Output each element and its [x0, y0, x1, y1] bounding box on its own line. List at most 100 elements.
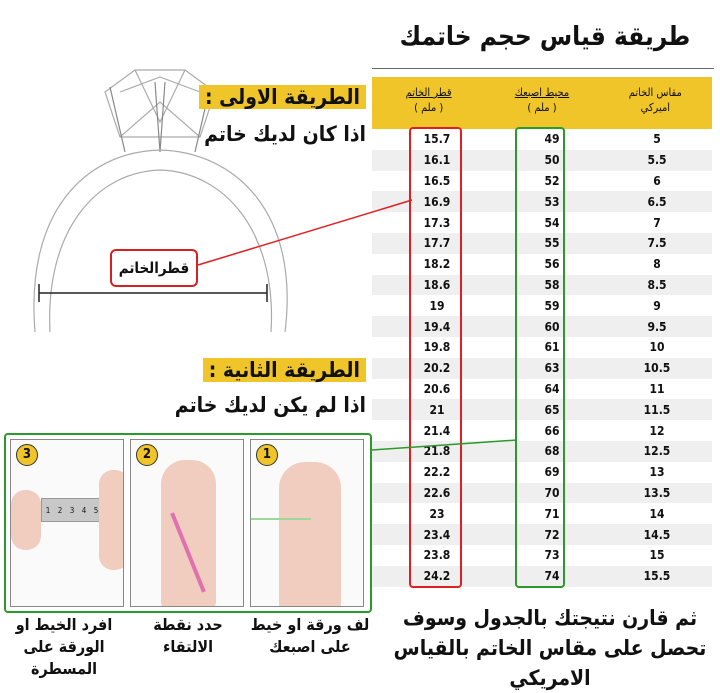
thread-icon — [251, 518, 311, 520]
circumference-highlight — [515, 127, 565, 588]
header-unit: اميركي — [640, 101, 671, 114]
us-size-cell: 6.5 — [647, 194, 667, 209]
table-row: 23 71 14 — [372, 503, 712, 525]
us-size-cell: 13 — [649, 465, 665, 480]
diameter-cell: 17.3 — [423, 215, 451, 230]
circumference-cell: 65 — [544, 402, 560, 417]
hand-icon — [99, 470, 123, 570]
hand-icon — [161, 460, 216, 606]
circumference-cell: 68 — [544, 444, 560, 459]
circumference-cell: 52 — [544, 173, 560, 188]
ruler-tick: 2 — [57, 505, 63, 515]
ruler-tick: 3 — [69, 505, 75, 515]
us-size-cell: 10 — [649, 340, 665, 355]
us-size-cell: 12.5 — [643, 444, 671, 459]
diameter-cell: 18.2 — [423, 257, 451, 272]
circumference-cell: 55 — [544, 236, 560, 251]
diameter-cell: 16.9 — [423, 194, 451, 209]
step-number: 2 — [136, 444, 158, 466]
method1-heading: الطريقة الاولى : — [198, 85, 366, 109]
us-size-cell: 15.5 — [643, 569, 671, 584]
us-size-cell: 12 — [649, 423, 665, 438]
circumference-cell: 70 — [544, 485, 560, 500]
diameter-cell: 15.7 — [423, 132, 451, 147]
diameter-cell: 19.8 — [423, 340, 451, 355]
table-row: 16.1 50 5.5 — [372, 149, 712, 171]
circumference-cell: 69 — [544, 465, 560, 480]
hand-icon — [11, 490, 41, 550]
diameter-cell: 22.6 — [423, 485, 451, 500]
diameter-cell: 16.5 — [423, 173, 451, 188]
circumference-cell: 73 — [544, 548, 560, 563]
table-row: 19.8 61 10 — [372, 336, 712, 358]
hand-icon — [279, 462, 341, 606]
table-row: 23.8 73 15 — [372, 544, 712, 566]
us-size-cell: 9 — [653, 298, 661, 313]
circumference-cell: 53 — [544, 194, 560, 209]
diameter-cell: 24.2 — [423, 569, 451, 584]
us-size-cell: 14 — [649, 506, 665, 521]
table-row: 21 65 11.5 — [372, 399, 712, 421]
us-size-cell: 11 — [649, 381, 665, 396]
diameter-highlight — [409, 127, 462, 588]
us-size-cell: 8.5 — [647, 277, 667, 292]
us-size-cell: 5 — [653, 132, 661, 147]
method2-subtitle: اذا لم يكن لديك خاتم — [174, 393, 366, 417]
table-row: 19 59 9 — [372, 295, 712, 317]
ruler-tick: 1 — [45, 505, 51, 515]
method1-subtitle: اذا كان لديك خاتم — [204, 122, 366, 146]
table-row: 19.4 60 9.5 — [372, 316, 712, 337]
circumference-cell: 66 — [544, 423, 560, 438]
us-size-cell: 5.5 — [647, 153, 667, 168]
ruler-tick: 4 — [81, 505, 87, 515]
divider — [372, 68, 714, 69]
us-size-cell: 9.5 — [647, 319, 667, 334]
table-row: 17.3 54 7 — [372, 212, 712, 233]
header-text: مقاس الخاتم — [628, 86, 682, 99]
table-header: قطر الخاتم ( ملم ) محيط اصبعك ( ملم ) مقاس… — [372, 77, 712, 129]
diameter-cell: 22.2 — [423, 465, 451, 480]
footer-instruction: ثم قارن نتيجتك بالجدول وسوف تحصل على مقا… — [393, 606, 707, 690]
circumference-cell: 64 — [544, 381, 560, 396]
us-size-cell: 11.5 — [643, 402, 671, 417]
table-row: 15.7 49 5 — [372, 129, 712, 150]
table-row: 20.6 64 11 — [372, 378, 712, 400]
diameter-cell: 23.4 — [423, 527, 451, 542]
circumference-cell: 61 — [544, 340, 560, 355]
diameter-cell: 21.4 — [423, 423, 451, 438]
us-size-cell: 10.5 — [643, 361, 671, 376]
diameter-cell: 16.1 — [423, 153, 451, 168]
diameter-cell: 17.7 — [423, 236, 451, 251]
circumference-cell: 54 — [544, 215, 560, 230]
circumference-cell: 63 — [544, 361, 560, 376]
table-row: 16.5 52 6 — [372, 170, 712, 192]
step-3-caption: افرد الخيط او الورقة على المسطرة — [15, 615, 113, 678]
diameter-cell: 20.6 — [423, 381, 451, 396]
us-size-cell: 14.5 — [643, 527, 671, 542]
header-text: محيط اصبعك — [514, 86, 570, 99]
diameter-cell: 20.2 — [423, 361, 451, 376]
circumference-cell: 71 — [544, 506, 560, 521]
step-number: 1 — [256, 444, 278, 466]
diameter-cell: 19.4 — [423, 319, 451, 334]
header-text: قطر الخاتم — [405, 86, 452, 99]
us-size-cell: 6 — [653, 173, 661, 188]
header-unit: ( ملم ) — [527, 101, 557, 114]
diameter-label: قطرالخاتم — [110, 249, 198, 287]
header-diameter: قطر الخاتم ( ملم ) — [372, 77, 485, 129]
header-unit: ( ملم ) — [414, 101, 444, 114]
circumference-cell: 72 — [544, 527, 560, 542]
method2-heading: الطريقة الثانية : — [202, 358, 366, 382]
step-2-caption: حدد نقطة الالتقاء — [153, 615, 223, 656]
circumference-cell: 58 — [544, 277, 560, 292]
circumference-cell: 49 — [544, 132, 560, 147]
ring-size-table: قطر الخاتم ( ملم ) محيط اصبعك ( ملم ) مقاس… — [372, 77, 712, 587]
table-row: 23.4 72 14.5 — [372, 524, 712, 545]
step-number: 3 — [16, 444, 38, 466]
circumference-cell: 56 — [544, 257, 560, 272]
table-row: 22.6 70 13.5 — [372, 482, 712, 504]
us-size-cell: 7 — [653, 215, 661, 230]
diameter-cell: 23.8 — [423, 548, 451, 563]
